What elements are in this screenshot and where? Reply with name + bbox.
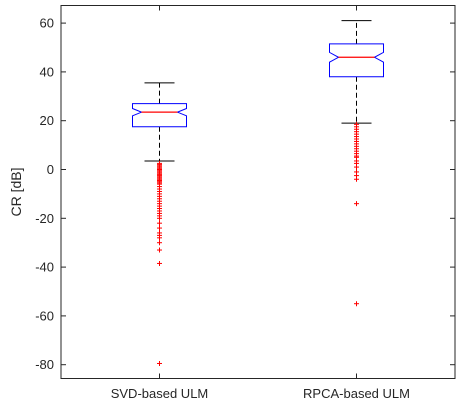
plot-area xyxy=(132,20,384,366)
y-tick-label: -20 xyxy=(35,211,54,226)
outlier-marker xyxy=(157,235,162,241)
box xyxy=(329,43,384,78)
outlier-marker xyxy=(157,225,162,231)
y-tick-label: 40 xyxy=(40,64,54,79)
outlier-marker xyxy=(157,360,162,366)
outlier-marker xyxy=(354,164,359,170)
outlier-marker xyxy=(354,176,359,182)
box-group xyxy=(329,20,384,307)
x-tick-label: SVD-based ULM xyxy=(111,386,209,401)
outlier-marker xyxy=(157,220,162,226)
y-axis-title: CR [dB] xyxy=(8,167,24,216)
y-tick-label: -60 xyxy=(35,308,54,323)
outlier-marker xyxy=(157,260,162,266)
outlier-marker xyxy=(157,215,162,221)
y-tick-label: -40 xyxy=(35,260,54,275)
outlier-marker xyxy=(157,247,162,253)
box xyxy=(132,103,187,128)
x-tick-label: RPCA-based ULM xyxy=(303,386,410,401)
x-axis: SVD-based ULM RPCA-based ULM xyxy=(111,5,410,401)
plot-frame xyxy=(60,5,456,379)
y-tick-label: 0 xyxy=(47,162,54,177)
y-axis: 60 40 20 0 -20 -40 -60 -80 xyxy=(35,16,455,372)
outlier-marker xyxy=(354,201,359,207)
y-tick-label: -80 xyxy=(35,357,54,372)
outlier-marker xyxy=(354,301,359,307)
box-group xyxy=(132,82,187,366)
y-tick-label: 60 xyxy=(40,16,54,31)
y-tick-label: 20 xyxy=(40,113,54,128)
outlier-marker xyxy=(157,240,162,246)
